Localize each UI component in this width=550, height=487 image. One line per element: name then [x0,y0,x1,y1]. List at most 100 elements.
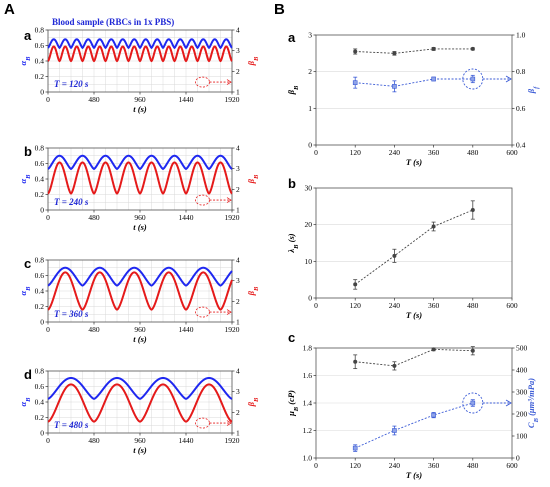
x-tick-label: 240 [389,461,401,470]
x-tick-label: 960 [134,436,146,445]
series-line-beta [47,45,233,63]
subpanel-label: d [24,367,32,382]
x-tick-label: 0 [46,436,50,445]
x-tick-label: 240 [389,301,401,310]
data-point [392,428,397,433]
chart-A-d: d 0 480 960 1440 1920 0 0.2 0.4 0.6 0.8 1 2 3 4 t (s) αB… [18,367,260,456]
y-tick-label-left: 0.6 [35,382,45,391]
x-tick-label: 600 [506,301,518,310]
y-axis-label-left: αB [18,286,32,296]
subpanel-label: c [288,330,295,345]
x-tick-label: 1440 [179,436,194,445]
x-axis-label: t (s) [133,104,147,114]
x-tick-label: 0 [314,301,318,310]
y-tick-label-left: 0 [40,88,44,97]
highlight-arrowhead [505,399,512,407]
period-annotation: T = 360 s [54,309,89,319]
data-point [431,46,436,51]
x-tick-label: 480 [467,148,479,157]
y-tick-label-left: 1.2 [303,426,313,435]
series-line-alpha [47,376,233,400]
x-tick-label: 600 [506,461,518,470]
series-line-β_f [355,78,473,87]
series-line-C_B [355,402,473,449]
y-tick-label-left: 0.8 [35,256,45,265]
data-point [353,49,358,54]
y-axis-label-right: βB [246,174,260,184]
x-tick-label: 960 [134,95,146,104]
y-tick-label-right: 400 [516,366,528,375]
x-tick-label: 0 [314,148,318,157]
data-point [470,46,475,51]
y-tick-label-left: 0.4 [35,398,45,407]
highlight-arrowhead [226,420,232,426]
y-tick-label-left: 20 [305,220,313,229]
subpanel-label: a [24,28,32,43]
y-tick-label-right: 2 [236,297,240,306]
y-tick-label-left: 0 [40,429,44,438]
subpanel-label: b [288,176,296,191]
y-tick-label-right: 2 [236,185,240,194]
data-point [353,359,358,364]
y-tick-label-left: 1 [308,104,312,113]
chart-A-c: c 0 480 960 1440 1920 0 0.2 0.4 0.6 0.8 1 2 3 4 t (s) αB… [18,256,260,345]
x-tick-label: 1920 [225,213,240,222]
subpanel-label: b [24,144,32,159]
y-tick-label-left: 0.6 [35,159,45,168]
y-axis-label-right: βB [246,286,260,296]
x-tick-label: 120 [350,301,362,310]
data-point [431,412,436,418]
highlight-arrowhead [505,75,512,83]
y-axis-label-left: αB [18,174,32,184]
y-tick-label-left: 0.6 [35,271,45,280]
x-tick-label: 480 [88,436,100,445]
y-tick-label-right: 0.6 [516,104,526,113]
y-tick-label-left: 0.8 [35,367,45,376]
x-tick-label: 960 [134,213,146,222]
data-point [470,76,476,82]
y-tick-label-right: 2 [236,67,240,76]
x-axis-label: t (s) [133,334,147,344]
chart-title: Blood sample (RBCs in 1x PBS) [52,17,174,27]
x-tick-label: 0 [314,461,318,470]
data-point [392,253,397,258]
x-tick-label: 1440 [179,95,194,104]
y-axis-label-left: λB (s) [286,233,300,253]
data-point [431,347,436,352]
chart-A-b: b 0 480 960 1440 1920 0 0.2 0.4 0.6 0.8 1 2 3 4 t (s) αB… [18,144,260,233]
y-tick-label-left: 1.8 [303,344,313,353]
series-line-beta [47,383,233,423]
period-annotation: T = 240 s [54,197,89,207]
y-axis-label-left: βB [286,85,300,95]
y-tick-label-left: 0.2 [35,413,45,422]
x-tick-label: 600 [506,148,518,157]
x-tick-label: 360 [428,301,440,310]
series-line-β_B [355,48,473,54]
data-point [353,282,358,287]
x-tick-label: 480 [88,95,100,104]
y-axis-label-right: βB [246,56,260,66]
data-point [431,224,436,229]
y-tick-label-right: 2 [236,408,240,417]
y-tick-label-left: 0 [308,141,312,150]
x-axis-label: T (s) [406,310,422,320]
data-point [470,400,476,406]
x-tick-label: 0 [46,325,50,334]
series-line-beta [47,161,233,195]
y-axis-label-left: αB [18,56,32,66]
x-tick-label: 1920 [225,325,240,334]
period-annotation: T = 480 s [54,420,89,430]
chart-A-a: a 0 480 960 1440 1920 0 0.2 0.4 0.6 0.8 1 2 3 4 t (s) αB… [18,17,260,114]
y-tick-label-left: 30 [305,184,313,193]
y-tick-label-right: 4 [236,26,240,35]
y-tick-label-right: 3 [236,46,240,55]
subpanel-label: c [24,256,31,271]
y-tick-label-left: 1.4 [303,399,313,408]
y-tick-label-right: 4 [236,367,240,376]
y-tick-label-right: 1 [236,429,240,438]
x-tick-label: 480 [467,461,479,470]
y-axis-label-left: αB [18,397,32,407]
x-tick-label: 960 [134,325,146,334]
y-tick-label-left: 0.2 [35,302,45,311]
